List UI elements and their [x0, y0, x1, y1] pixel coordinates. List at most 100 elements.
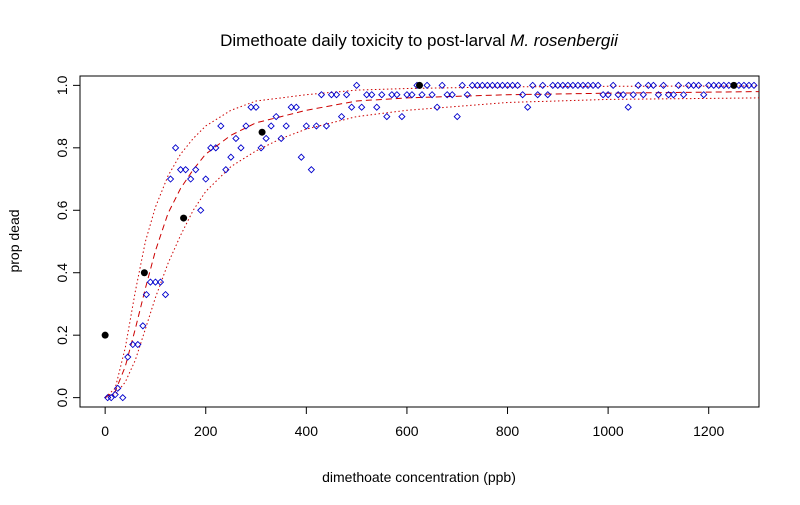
- x-tick-label: 200: [194, 423, 218, 439]
- diamond-point: [267, 122, 275, 130]
- diamond-point: [629, 91, 637, 99]
- diamond-point: [418, 91, 426, 99]
- diamond-point: [604, 91, 612, 99]
- diamond-point: [624, 103, 632, 111]
- diamond-point: [689, 81, 698, 90]
- diamond-point: [212, 144, 220, 152]
- diamond-point: [463, 91, 471, 99]
- diamond-point: [227, 153, 235, 161]
- fit-curve-bound-2: [104, 97, 760, 399]
- diamond-point: [187, 175, 195, 183]
- diamond-point: [176, 166, 185, 174]
- diamond-point: [443, 91, 451, 99]
- diamond-point: [134, 340, 142, 349]
- x-tick-label: 400: [295, 423, 319, 439]
- y-tick-label: 0.6: [54, 200, 70, 220]
- diamond-point: [277, 134, 285, 143]
- diamond-point: [549, 81, 557, 90]
- diamond-point: [539, 81, 547, 90]
- diamond-point: [383, 112, 391, 121]
- diamond-point: [518, 91, 527, 99]
- diamond-point: [428, 91, 436, 99]
- diamond-point: [619, 91, 627, 99]
- diamond-point: [297, 153, 305, 161]
- x-tick-label: 0: [101, 423, 109, 439]
- diamond-point: [654, 91, 663, 99]
- observed-point: [258, 128, 266, 136]
- diamond-point: [579, 81, 587, 90]
- diamond-point: [312, 122, 321, 130]
- x-tick-label: 1000: [593, 423, 624, 439]
- diamond-point: [488, 81, 497, 90]
- diamond-point: [332, 91, 341, 99]
- data-points: [101, 81, 758, 402]
- observed-point: [140, 269, 148, 277]
- diamond-point: [337, 112, 346, 121]
- diamond-point: [171, 144, 180, 152]
- diamond-point: [534, 91, 542, 99]
- diamond-point: [498, 81, 507, 90]
- diamond-point: [307, 166, 315, 174]
- diamond-point: [197, 206, 205, 214]
- plot-frame: [79, 75, 760, 408]
- diamond-point: [473, 81, 481, 90]
- x-axis-label: dimethoate concentration (ppb): [322, 469, 516, 485]
- fit-curve-bound-1: [104, 85, 760, 398]
- diamond-point: [322, 122, 331, 130]
- diamond-point: [433, 103, 441, 111]
- diamond-point: [483, 81, 492, 90]
- diamond-point: [508, 81, 517, 90]
- diamond-point: [262, 134, 270, 143]
- observed-point: [730, 81, 738, 89]
- diamond-point: [119, 393, 127, 402]
- diamond-point: [503, 81, 512, 90]
- diamond-point: [554, 81, 562, 90]
- diamond-point: [347, 103, 356, 111]
- diamond-point: [207, 144, 215, 152]
- diamond-point: [715, 81, 723, 90]
- y-axis-label: prop dead: [6, 209, 22, 272]
- x-tick-label: 800: [496, 423, 520, 439]
- observed-point: [416, 81, 423, 89]
- diamond-point: [750, 81, 758, 90]
- diamond-point: [584, 81, 592, 90]
- diamond-point: [408, 91, 416, 99]
- y-axis: 0.0 0.2 0.4 0.6 0.8 1.0: [54, 75, 81, 407]
- diamond-point: [664, 91, 673, 99]
- diamond-point: [237, 144, 245, 152]
- diamond-point: [342, 91, 351, 99]
- diamond-point: [142, 290, 151, 299]
- diamond-point: [574, 81, 582, 90]
- diamond-point: [705, 81, 713, 90]
- diamond-point: [679, 91, 688, 99]
- diamond-point: [202, 175, 210, 183]
- diamond-point: [181, 166, 190, 174]
- diamond-point: [378, 91, 386, 99]
- diamond-point: [217, 122, 225, 130]
- diamond-point: [292, 103, 300, 111]
- diamond-point: [398, 112, 406, 121]
- diamond-point: [720, 81, 728, 90]
- diamond-point: [124, 353, 132, 361]
- diamond-point: [524, 103, 532, 111]
- y-tick-label: 0.4: [54, 263, 70, 283]
- diamond-point: [247, 103, 255, 111]
- diamond-point: [564, 81, 572, 90]
- diamond-point: [403, 91, 411, 99]
- diamond-point: [232, 134, 240, 143]
- diamond-point: [393, 91, 401, 99]
- diamond-point: [139, 322, 147, 330]
- diamond-point: [272, 112, 280, 121]
- diamond-point: [493, 81, 502, 90]
- diamond-point: [107, 393, 115, 402]
- diamond-point: [599, 91, 607, 99]
- diamond-point: [287, 103, 295, 111]
- diamond-point: [423, 81, 431, 90]
- diamond-point: [589, 81, 597, 90]
- diamond-point: [745, 81, 753, 90]
- diamond-point: [222, 166, 230, 174]
- chart-title: Dimethoate daily toxicity to post-larval…: [220, 31, 619, 50]
- fit-curve-mean: [104, 91, 760, 399]
- diamond-point: [634, 81, 642, 90]
